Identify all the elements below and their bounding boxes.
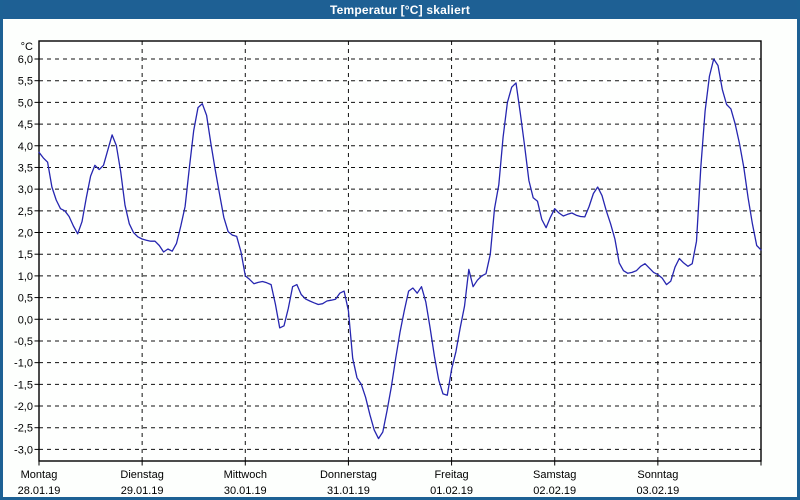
day-date-label: 28.01.19 (18, 485, 61, 497)
day-date-label: 30.01.19 (224, 485, 267, 497)
y-tick-label: -2,5 (14, 423, 33, 435)
y-tick-label: -2,0 (14, 401, 33, 413)
day-name-label: Sonntag (637, 469, 678, 481)
plot-border (38, 40, 762, 462)
y-tick-label: -3,0 (14, 444, 33, 456)
y-tick-label: 4,5 (18, 119, 33, 131)
day-name-label: Mittwoch (224, 469, 267, 481)
y-tick-label: -0,5 (14, 336, 33, 348)
y-axis-unit-label: °C (21, 41, 33, 53)
y-tick-label: 0,5 (18, 293, 33, 305)
day-date-label: 03.02.19 (636, 485, 679, 497)
day-name-label: Freitag (434, 469, 468, 481)
title-bar: Temperatur [°C] skaliert (3, 0, 797, 19)
y-tick-label: 6,0 (18, 54, 33, 66)
y-tick-label: 4,0 (18, 141, 33, 153)
y-tick-label: 1,0 (18, 271, 33, 283)
day-name-label: Donnerstag (320, 469, 377, 481)
y-tick-label: 1,5 (18, 249, 33, 261)
y-tick-label: 0,0 (18, 314, 33, 326)
y-tick-label: -1,0 (14, 358, 33, 370)
y-tick-label: 5,0 (18, 97, 33, 109)
temperature-line (38, 58, 762, 440)
day-date-label: 29.01.19 (121, 485, 164, 497)
day-date-label: 01.02.19 (430, 485, 473, 497)
day-name-label: Montag (21, 469, 58, 481)
y-tick-label: 3,5 (18, 162, 33, 174)
y-tick-label: 3,0 (18, 184, 33, 196)
y-tick-label: 2,0 (18, 228, 33, 240)
y-tick-label: -1,5 (14, 379, 33, 391)
chart-title: Temperatur [°C] skaliert (329, 2, 471, 17)
plot-area (39, 41, 761, 461)
y-tick-label: 5,5 (18, 76, 33, 88)
day-date-label: 31.01.19 (327, 485, 370, 497)
day-date-label: 02.02.19 (533, 485, 576, 497)
day-name-label: Dienstag (120, 469, 163, 481)
day-name-label: Samstag (533, 469, 576, 481)
y-tick-label: 2,5 (18, 206, 33, 218)
